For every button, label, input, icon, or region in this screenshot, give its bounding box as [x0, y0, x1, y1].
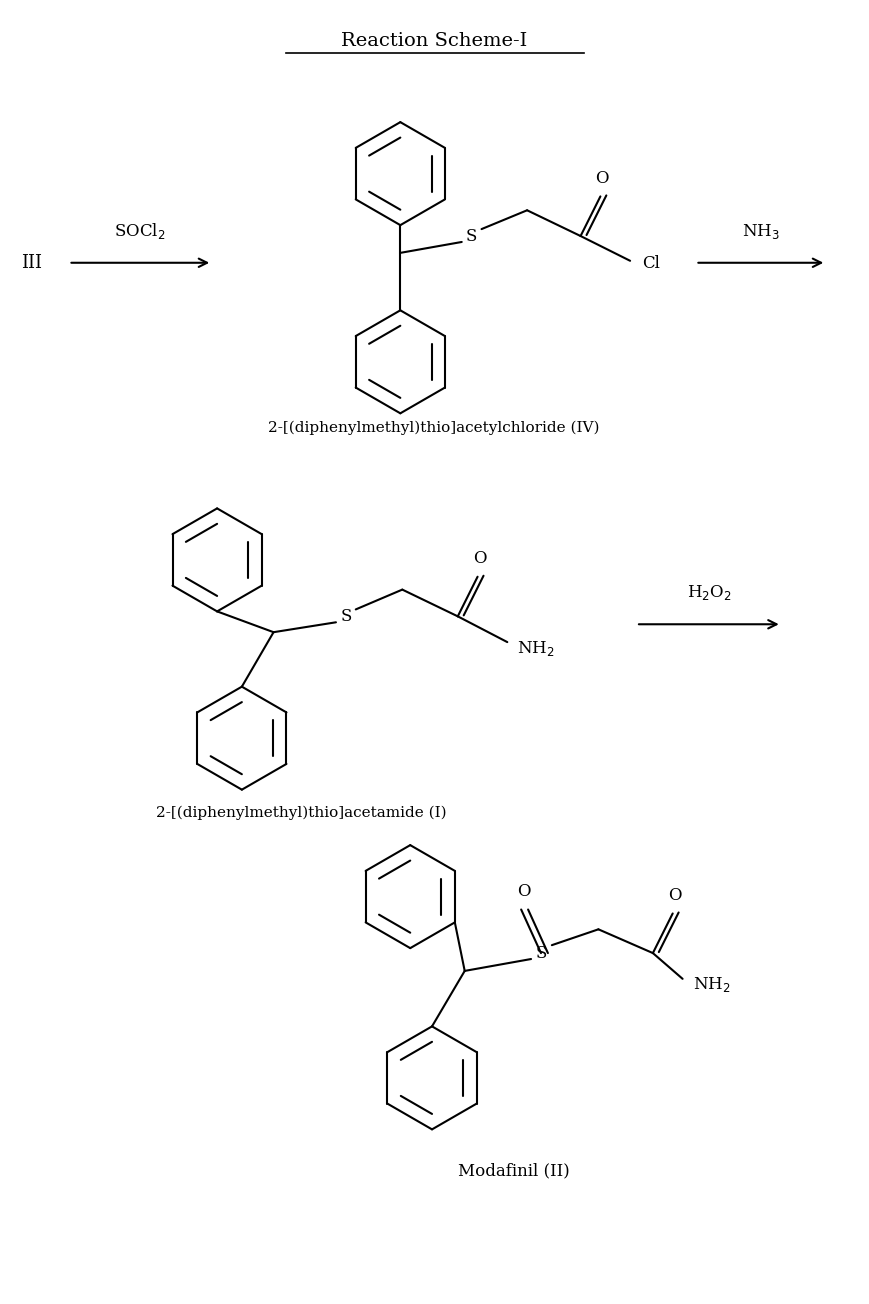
Text: SOCl$_2$: SOCl$_2$ [114, 220, 166, 241]
Text: S: S [535, 944, 547, 961]
Text: Cl: Cl [642, 256, 660, 273]
Text: NH$_2$: NH$_2$ [693, 975, 730, 994]
Text: Reaction Scheme-I: Reaction Scheme-I [341, 33, 527, 50]
Text: O: O [517, 883, 531, 900]
Text: S: S [466, 227, 477, 245]
Text: H$_2$O$_2$: H$_2$O$_2$ [687, 583, 732, 602]
Text: III: III [22, 254, 43, 271]
Text: 2-[(diphenylmethyl)thio]acetylchloride (IV): 2-[(diphenylmethyl)thio]acetylchloride (… [269, 421, 600, 436]
Text: NH$_3$: NH$_3$ [742, 222, 779, 241]
Text: O: O [473, 550, 487, 567]
Text: NH$_2$: NH$_2$ [517, 639, 554, 657]
Text: S: S [340, 608, 352, 625]
Text: Modafinil (II): Modafinil (II) [458, 1162, 570, 1180]
Text: O: O [595, 170, 609, 186]
Text: 2-[(diphenylmethyl)thio]acetamide (I): 2-[(diphenylmethyl)thio]acetamide (I) [156, 806, 447, 820]
Text: O: O [668, 887, 681, 904]
